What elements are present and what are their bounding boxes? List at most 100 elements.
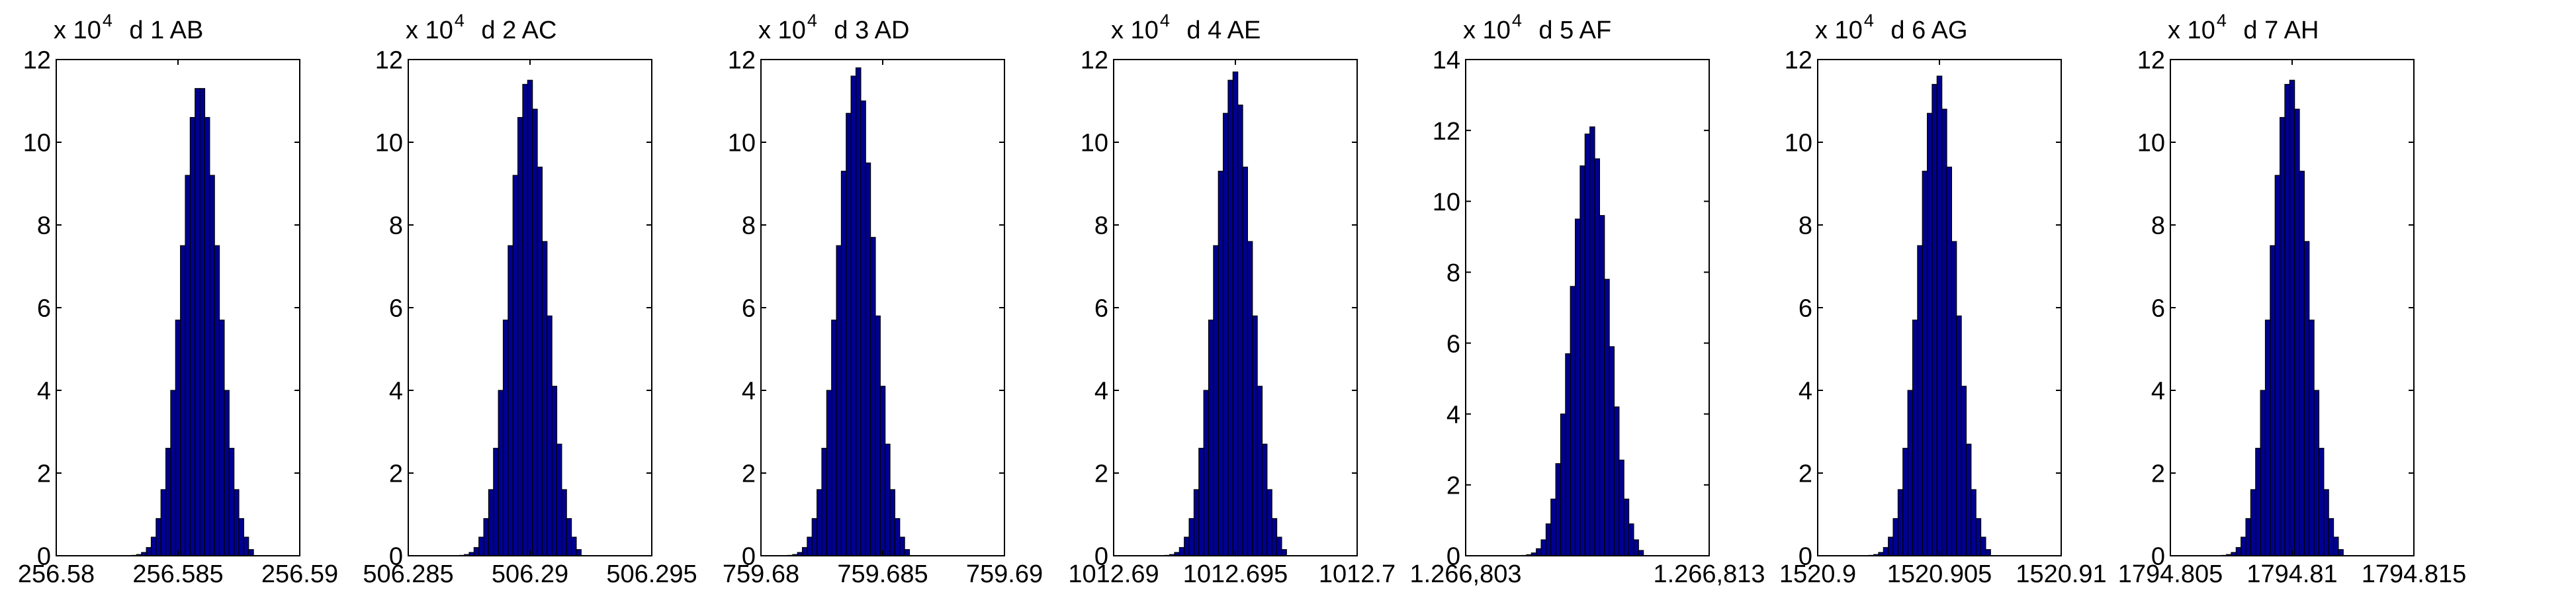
histogram-bar [2323,489,2329,556]
histogram-bar [1971,489,1976,556]
y-tick-label: 2 [1094,460,1108,488]
y-tick-label: 10 [23,130,51,157]
histogram-bar [1907,390,1914,556]
histogram-bar [1575,218,1581,556]
histogram-bar [1883,546,1889,556]
histogram-bar [1555,463,1562,556]
histogram-bar [248,549,254,556]
y-tick-label: 4 [1446,401,1460,429]
x-tick-label: 759.685 [837,560,928,588]
histogram-bar [1188,518,1195,556]
chart-title: d 7 AH [2243,17,2319,44]
histogram-bar [1965,443,1972,556]
bars [131,88,254,556]
histogram-bar [2255,447,2261,556]
y-tick-label: 2 [37,460,51,488]
histogram-bar [821,447,827,556]
histogram-bar [1985,549,1991,556]
histogram-bar [875,315,881,556]
histogram-bar [517,116,523,556]
histogram-bar [1232,71,1239,556]
histogram-bar [1589,126,1595,556]
histogram-bar [811,518,818,556]
y-tick-label: 4 [389,378,403,406]
histogram-bar [885,443,891,556]
y-tick-label: 6 [742,295,756,323]
histogram-bar [1961,386,1967,556]
histogram-bar [1604,279,1610,556]
histogram-bar [160,489,167,556]
histogram-bar [224,390,230,556]
histogram-bar [473,546,480,556]
histogram-bar [478,537,484,556]
y-tick-label: 0 [1094,543,1108,571]
y-axis-multiplier: x 10 [1463,17,1511,44]
histogram-bar [1208,320,1214,556]
histogram-bar [2245,518,2252,556]
y-axis-multiplier: x 10 [54,17,101,44]
histogram-bar [1237,105,1243,556]
histogram-bar [1281,549,1287,556]
histogram-bar [1892,518,1899,556]
histogram-bar [1178,546,1185,556]
y-tick-label: 0 [1446,543,1460,571]
histogram-bar [532,109,538,556]
y-tick-label: 6 [389,295,403,323]
histogram-bar [234,489,240,556]
chart-title: d 2 AC [481,17,556,44]
chart-title: d 1 AB [129,17,203,44]
histogram-bar [860,100,866,556]
histogram-bar [522,83,528,556]
y-tick-label: 10 [1433,189,1460,216]
histogram-bar [840,171,847,556]
y-tick-label: 2 [742,460,756,488]
histogram-bar [1888,537,1894,556]
histogram-bar [527,79,533,556]
x-tick-label: 1520.905 [1887,560,1992,588]
histogram-bar [2309,320,2315,556]
histogram-bar [175,320,181,556]
y-axis-multiplier: x 10 [758,17,806,44]
y-tick-label: 0 [742,543,756,571]
histogram-bar [1252,315,1258,556]
histogram-bar [150,537,157,556]
histogram-bar [1917,245,1923,556]
histogram-bar [1936,75,1943,556]
histogram-bar [561,489,567,556]
histogram-bar [1247,241,1253,556]
histogram-bar [904,549,910,556]
histogram-bar [547,315,553,556]
histogram-bar [1242,166,1249,556]
y-tick-label: 8 [37,212,51,240]
x-tick-label: 1.266,803 [1409,560,1521,588]
histogram-bar [1951,241,1957,556]
histogram-bar [1619,459,1624,556]
y-tick-label: 2 [1799,460,1812,488]
y-tick-label: 6 [1799,295,1812,323]
histogram-bar [1222,112,1229,556]
histogram-bar [817,489,822,556]
histogram-bar [2294,109,2300,556]
histogram-bar [2318,447,2325,556]
histogram-bar [826,390,832,556]
histogram-bar [199,88,206,556]
y-tick-label: 10 [375,130,403,157]
histogram-bar [189,116,196,556]
y-tick-label: 8 [2151,212,2165,240]
y-tick-label: 4 [742,378,756,406]
histogram-bar [1628,523,1634,556]
y-tick-label: 4 [1094,378,1108,406]
histogram-bar [238,518,244,556]
y-tick-label: 4 [2151,378,2165,406]
histogram-bar [576,549,582,556]
histogram-bar [541,241,548,556]
histogram-bar [566,518,572,556]
histogram-bar [228,447,235,556]
y-tick-label: 12 [1785,47,1812,75]
histogram-bar [1266,489,1272,556]
histogram-bar [807,537,813,556]
y-tick-label: 4 [1799,378,1812,406]
